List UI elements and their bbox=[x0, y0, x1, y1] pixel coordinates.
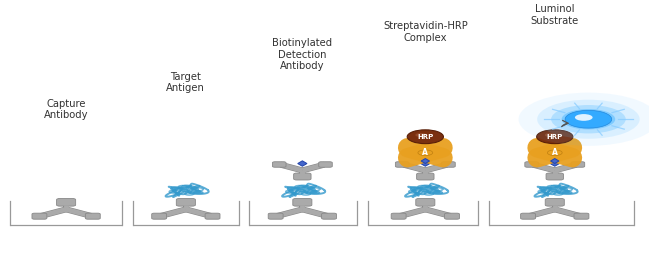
FancyBboxPatch shape bbox=[574, 213, 589, 219]
FancyBboxPatch shape bbox=[294, 173, 311, 180]
FancyBboxPatch shape bbox=[151, 213, 166, 219]
FancyBboxPatch shape bbox=[205, 213, 220, 219]
FancyBboxPatch shape bbox=[57, 198, 75, 206]
Text: A: A bbox=[422, 148, 428, 157]
Circle shape bbox=[519, 93, 650, 146]
FancyBboxPatch shape bbox=[571, 162, 585, 167]
FancyBboxPatch shape bbox=[546, 173, 564, 180]
Text: Luminol
Substrate: Luminol Substrate bbox=[530, 4, 579, 25]
FancyBboxPatch shape bbox=[391, 213, 406, 219]
Text: HRP: HRP bbox=[417, 134, 434, 140]
Circle shape bbox=[565, 110, 612, 128]
FancyBboxPatch shape bbox=[545, 198, 564, 206]
Circle shape bbox=[418, 150, 433, 155]
Polygon shape bbox=[421, 161, 430, 166]
FancyBboxPatch shape bbox=[417, 173, 434, 180]
Text: HRP: HRP bbox=[547, 134, 563, 140]
FancyBboxPatch shape bbox=[268, 213, 283, 219]
FancyBboxPatch shape bbox=[521, 213, 536, 219]
FancyBboxPatch shape bbox=[441, 162, 455, 167]
Text: A: A bbox=[552, 148, 558, 157]
Polygon shape bbox=[551, 159, 559, 164]
Circle shape bbox=[547, 150, 562, 155]
Polygon shape bbox=[550, 161, 560, 166]
Circle shape bbox=[562, 109, 615, 129]
Polygon shape bbox=[298, 161, 307, 166]
Circle shape bbox=[537, 100, 640, 139]
Circle shape bbox=[551, 105, 626, 133]
Circle shape bbox=[415, 133, 426, 137]
Text: Target
Antigen: Target Antigen bbox=[166, 72, 205, 93]
FancyBboxPatch shape bbox=[445, 213, 460, 219]
FancyBboxPatch shape bbox=[395, 162, 409, 167]
Polygon shape bbox=[421, 159, 430, 164]
FancyBboxPatch shape bbox=[176, 198, 196, 206]
Circle shape bbox=[407, 130, 443, 144]
FancyBboxPatch shape bbox=[85, 213, 100, 219]
FancyBboxPatch shape bbox=[292, 198, 312, 206]
Text: Capture
Antibody: Capture Antibody bbox=[44, 99, 88, 120]
Circle shape bbox=[545, 133, 556, 137]
Circle shape bbox=[537, 130, 573, 144]
FancyBboxPatch shape bbox=[318, 162, 332, 167]
FancyBboxPatch shape bbox=[272, 162, 286, 167]
Circle shape bbox=[575, 114, 593, 121]
FancyBboxPatch shape bbox=[416, 198, 435, 206]
FancyBboxPatch shape bbox=[525, 162, 538, 167]
Text: Streptavidin-HRP
Complex: Streptavidin-HRP Complex bbox=[383, 21, 468, 43]
Text: Biotinylated
Detection
Antibody: Biotinylated Detection Antibody bbox=[272, 38, 332, 71]
FancyBboxPatch shape bbox=[32, 213, 47, 219]
FancyBboxPatch shape bbox=[322, 213, 337, 219]
